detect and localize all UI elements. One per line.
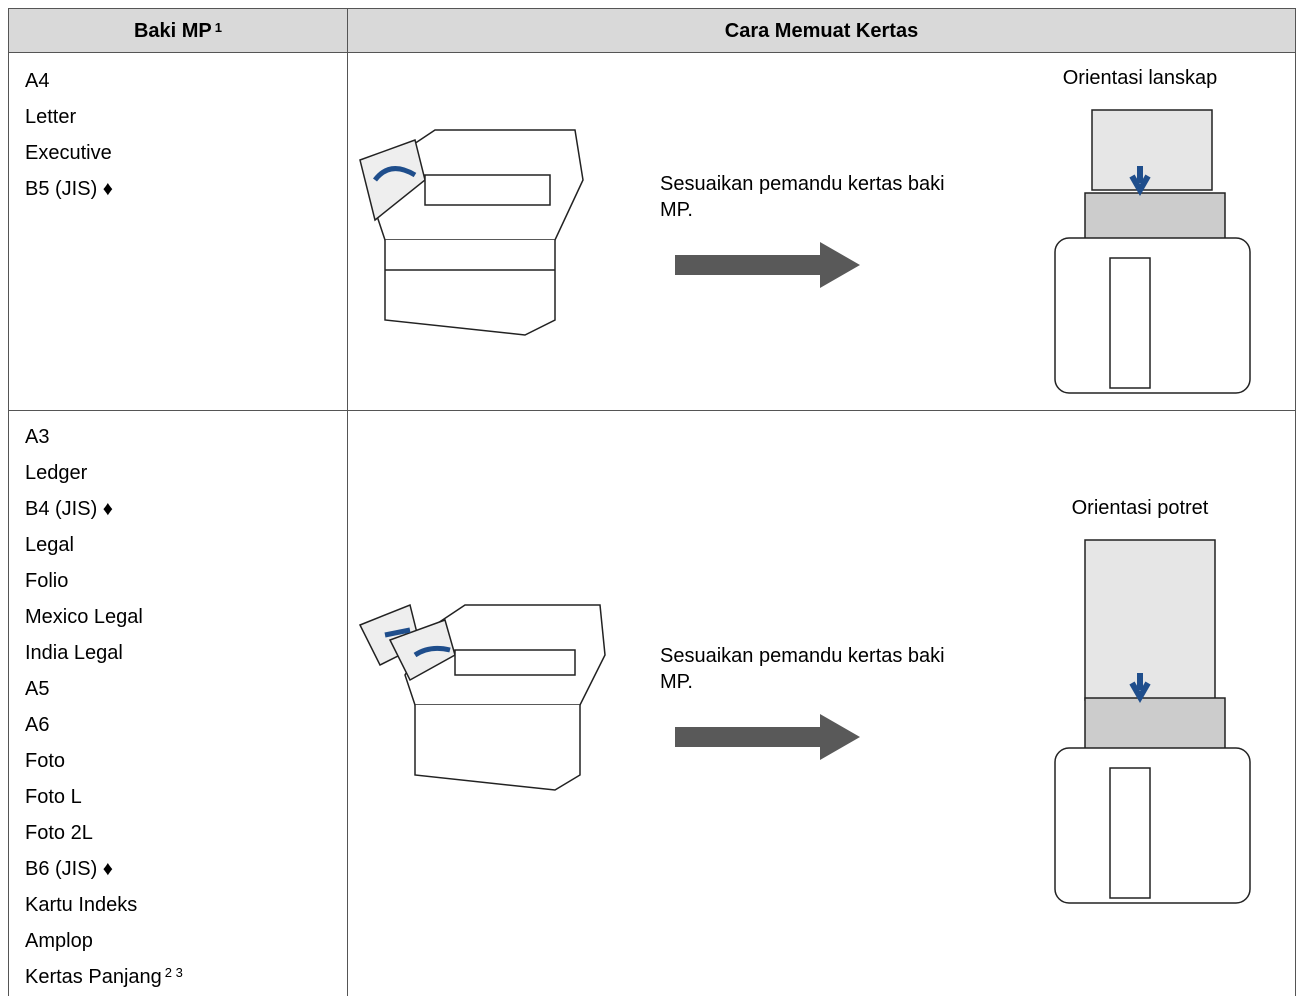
- footnote-ref: 1: [214, 19, 223, 35]
- size-list: A3 Ledger B4 (JIS) ♦ Legal Folio Mexico Legal…: [25, 419, 183, 995]
- size-item: Foto: [25, 743, 183, 779]
- size-item: A6: [25, 707, 183, 743]
- size-item: B4 (JIS) ♦: [25, 491, 183, 527]
- size-item: Mexico Legal: [25, 599, 183, 635]
- size-item: Kertas Panjang 2 3: [25, 959, 183, 995]
- size-item: Legal: [25, 527, 183, 563]
- arrow: [675, 714, 860, 760]
- arrow: [675, 242, 860, 288]
- size-text: A4: [25, 70, 50, 92]
- size-item: Folio: [25, 563, 183, 599]
- size-text: Foto: [25, 750, 66, 772]
- header-text: Cara Memuat Kertas: [724, 19, 919, 42]
- size-text: Legal: [25, 534, 74, 556]
- size-item: India Legal: [25, 635, 183, 671]
- tray-illustration: [1054, 109, 1251, 394]
- size-item: B6 (JIS) ♦: [25, 851, 183, 887]
- size-text: A6: [25, 714, 50, 736]
- printer-illustration: [358, 603, 606, 791]
- header-cell: Cara Memuat Kertas: [347, 8, 1296, 53]
- size-text: B6 (JIS) ♦: [25, 858, 113, 880]
- size-text: B5 (JIS) ♦: [25, 178, 113, 200]
- size-item: Kartu Indeks: [25, 887, 183, 923]
- size-text: Executive: [25, 142, 112, 164]
- size-text: Letter: [25, 106, 77, 128]
- printer-illustration: [359, 129, 584, 336]
- instruction: Sesuaikan pemandu kertas baki MP.: [660, 645, 945, 693]
- size-text: Foto 2L: [25, 822, 93, 844]
- tray-illustration: [1054, 539, 1251, 904]
- orientation-label: Orientasi lanskap: [1062, 67, 1218, 89]
- size-text: India Legal: [25, 642, 123, 664]
- size-text: Amplop: [25, 930, 93, 952]
- header-text: Baki MP: [133, 19, 212, 42]
- size-item: Executive: [25, 135, 113, 171]
- size-text: Ledger: [25, 462, 88, 484]
- size-text: Foto L: [25, 786, 82, 808]
- size-item: Foto 2L: [25, 815, 183, 851]
- size-text: Kertas Panjang: [25, 966, 162, 988]
- size-text: A5: [25, 678, 50, 700]
- size-text: Mexico Legal: [25, 606, 143, 628]
- size-item: Amplop: [25, 923, 183, 959]
- header-cell: Baki MP 1: [8, 8, 348, 53]
- size-text: A3: [25, 426, 50, 448]
- size-text: Folio: [25, 570, 69, 592]
- sizes-cell: A4 Letter Executive B5 (JIS) ♦: [8, 52, 348, 411]
- size-item: Foto L: [25, 779, 183, 815]
- size-list: A4 Letter Executive B5 (JIS) ♦: [25, 63, 113, 207]
- method-cell: Sesuaikan pemandu kertas baki MP. Orient…: [347, 410, 1296, 996]
- footnote-ref: 2 3: [164, 965, 183, 980]
- instruction: Sesuaikan pemandu kertas baki MP.: [660, 173, 945, 221]
- size-text: B4 (JIS) ♦: [25, 498, 113, 520]
- size-item: Letter: [25, 99, 113, 135]
- size-item: A4: [25, 63, 113, 99]
- size-item: A5: [25, 671, 183, 707]
- size-item: Ledger: [25, 455, 183, 491]
- size-item: A3: [25, 419, 183, 455]
- size-item: B5 (JIS) ♦: [25, 171, 113, 207]
- size-text: Kartu Indeks: [25, 894, 138, 916]
- sizes-cell: A3 Ledger B4 (JIS) ♦ Legal Folio Mexico Legal…: [8, 410, 348, 996]
- orientation-label: Orientasi potret: [1071, 497, 1209, 519]
